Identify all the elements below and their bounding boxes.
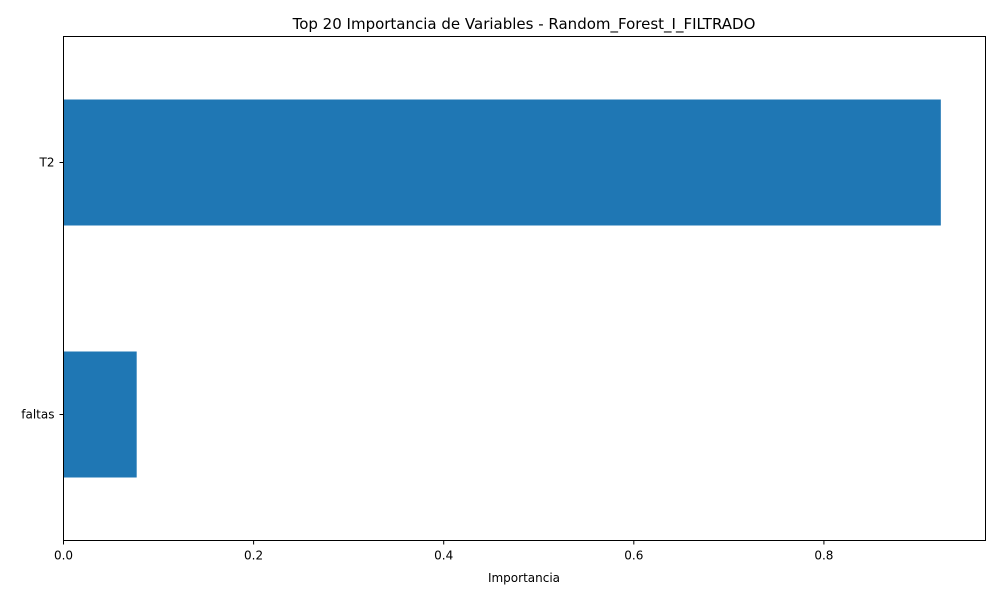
plot-frame <box>63 36 986 541</box>
bar-t2 <box>63 99 941 226</box>
bars-group <box>63 99 941 478</box>
x-axis-label: Importancia <box>488 571 560 585</box>
x-tick-label: 0.8 <box>814 549 833 563</box>
x-axis-ticks: 0.0 0.2 0.4 0.6 0.8 <box>54 540 833 563</box>
x-tick-label: 0.4 <box>434 549 453 563</box>
y-axis-ticks: T2 faltas <box>21 156 64 422</box>
y-tick-label: T2 <box>39 156 55 170</box>
x-tick-label: 0.0 <box>54 549 73 563</box>
chart-title: Top 20 Importancia de Variables - Random… <box>292 15 756 34</box>
bar-faltas <box>63 351 137 478</box>
x-tick-label: 0.2 <box>244 549 263 563</box>
y-tick-label: faltas <box>21 408 54 422</box>
x-tick-label: 0.6 <box>624 549 643 563</box>
